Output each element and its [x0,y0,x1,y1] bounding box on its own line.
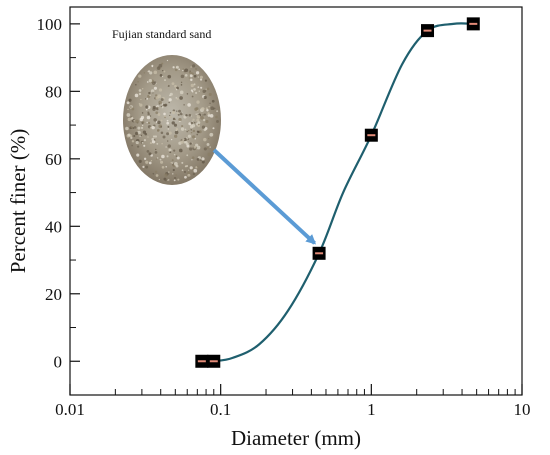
y-tick-label: 40 [45,217,62,236]
data-markers [195,17,480,368]
annotation-arrow [212,148,317,245]
y-tick-label: 60 [45,150,62,169]
x-tick-label: 0.1 [210,400,231,419]
y-tick-label: 0 [54,352,63,371]
x-axis-ticks: 0.01 0.1 1 10 [55,384,531,419]
plot-frame [69,6,523,396]
sand-texture [125,59,219,182]
fit-curve [213,22,474,363]
sand-sample-annotation: Fujian standard sand [112,27,317,245]
x-tick-label: 0.01 [55,400,85,419]
x-axis-title: Diameter (mm) [231,426,361,450]
y-axis-ticks: 0 20 40 60 80 100 [37,15,80,371]
y-axis-title: Percent finer (%) [6,129,30,274]
y-tick-label: 100 [37,15,63,34]
y-tick-label: 20 [45,285,62,304]
y-tick-label: 80 [45,82,62,101]
x-tick-label: 10 [514,400,531,419]
annotation-label: Fujian standard sand [112,27,211,41]
x-tick-label: 1 [367,400,376,419]
